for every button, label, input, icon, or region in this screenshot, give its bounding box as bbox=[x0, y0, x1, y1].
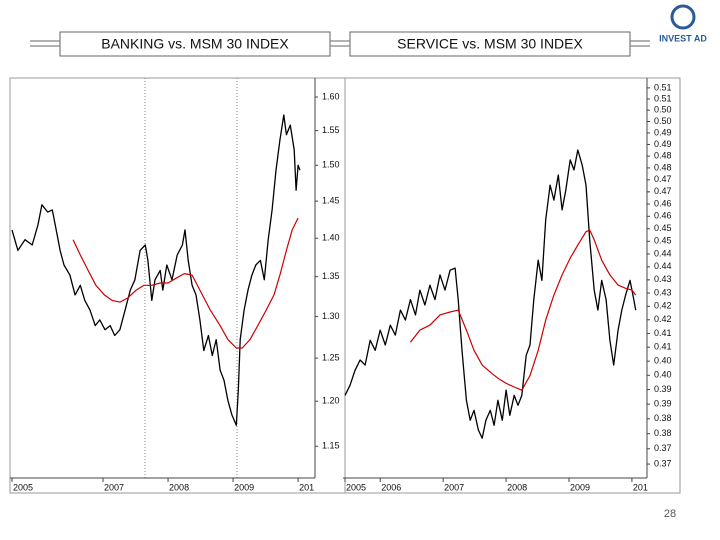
x-tick-label: 201 bbox=[299, 482, 314, 492]
y-tick-label: 0.47 bbox=[654, 174, 672, 184]
y-tick-label: 0.38 bbox=[654, 428, 672, 438]
y-tick-label: 1.25 bbox=[322, 352, 340, 362]
x-tick-label: 2005 bbox=[13, 482, 33, 492]
y-tick-label: 0.51 bbox=[654, 93, 672, 103]
y-tick-label: 0.43 bbox=[654, 274, 672, 284]
y-tick-label: 1.15 bbox=[322, 441, 340, 451]
y-tick-label: 0.37 bbox=[654, 443, 672, 453]
y-tick-label: 1.55 bbox=[322, 125, 340, 135]
y-tick-label: 0.49 bbox=[654, 139, 672, 149]
y-tick-label: 1.50 bbox=[322, 160, 340, 170]
page-number: 28 bbox=[664, 508, 676, 520]
x-tick-label: 2009 bbox=[570, 482, 590, 492]
x-tick-label: 2009 bbox=[234, 482, 254, 492]
x-tick-label: 2007 bbox=[444, 482, 464, 492]
y-tick-label: 0.43 bbox=[654, 287, 672, 297]
y-tick-label: 0.38 bbox=[654, 413, 672, 423]
y-tick-label: 1.35 bbox=[322, 271, 340, 281]
y-tick-label: 0.45 bbox=[654, 223, 672, 233]
y-tick-label: 0.44 bbox=[654, 261, 672, 271]
series-line bbox=[11, 114, 301, 426]
y-tick-label: 0.50 bbox=[654, 105, 672, 115]
chart-title: SERVICE vs. MSM 30 INDEX bbox=[397, 36, 583, 52]
x-tick-label: 2006 bbox=[381, 482, 401, 492]
y-tick-label: 0.48 bbox=[654, 162, 672, 172]
logo: INVEST AD bbox=[659, 33, 707, 43]
chart-frame bbox=[9, 77, 346, 494]
y-tick-label: 0.42 bbox=[654, 301, 672, 311]
x-tick-label: 2007 bbox=[104, 482, 124, 492]
y-tick-label: 1.20 bbox=[322, 396, 340, 406]
x-tick-label: 201 bbox=[633, 482, 648, 492]
series-line bbox=[72, 217, 299, 349]
y-tick-label: 1.40 bbox=[322, 233, 340, 243]
y-tick-label: 0.46 bbox=[654, 211, 672, 221]
y-tick-label: 1.30 bbox=[322, 311, 340, 321]
logo-mark bbox=[670, 4, 696, 30]
chart-title: BANKING vs. MSM 30 INDEX bbox=[101, 36, 289, 52]
y-tick-label: 0.51 bbox=[654, 82, 672, 92]
y-tick-label: 0.37 bbox=[654, 458, 672, 468]
y-tick-label: 0.45 bbox=[654, 236, 672, 246]
chart-frame bbox=[344, 77, 681, 494]
series-line bbox=[344, 149, 637, 439]
y-tick-label: 0.39 bbox=[654, 398, 672, 408]
y-tick-label: 0.41 bbox=[654, 342, 672, 352]
y-tick-label: 0.50 bbox=[654, 116, 672, 126]
y-tick-label: 0.44 bbox=[654, 248, 672, 258]
y-tick-label: 0.39 bbox=[654, 384, 672, 394]
y-tick-label: 0.41 bbox=[654, 328, 672, 338]
y-tick-label: 0.49 bbox=[654, 127, 672, 137]
series-line bbox=[409, 229, 637, 391]
x-tick-label: 2005 bbox=[346, 482, 366, 492]
y-tick-label: 0.47 bbox=[654, 186, 672, 196]
y-tick-label: 0.46 bbox=[654, 198, 672, 208]
y-tick-label: 1.60 bbox=[322, 91, 340, 101]
x-tick-label: 2008 bbox=[169, 482, 189, 492]
title-box bbox=[59, 31, 331, 57]
y-tick-label: 1.45 bbox=[322, 195, 340, 205]
y-tick-label: 0.48 bbox=[654, 150, 672, 160]
x-tick-label: 2008 bbox=[507, 482, 527, 492]
y-tick-label: 0.40 bbox=[654, 356, 672, 366]
y-tick-label: 0.42 bbox=[654, 314, 672, 324]
title-box bbox=[349, 31, 631, 57]
y-tick-label: 0.40 bbox=[654, 370, 672, 380]
